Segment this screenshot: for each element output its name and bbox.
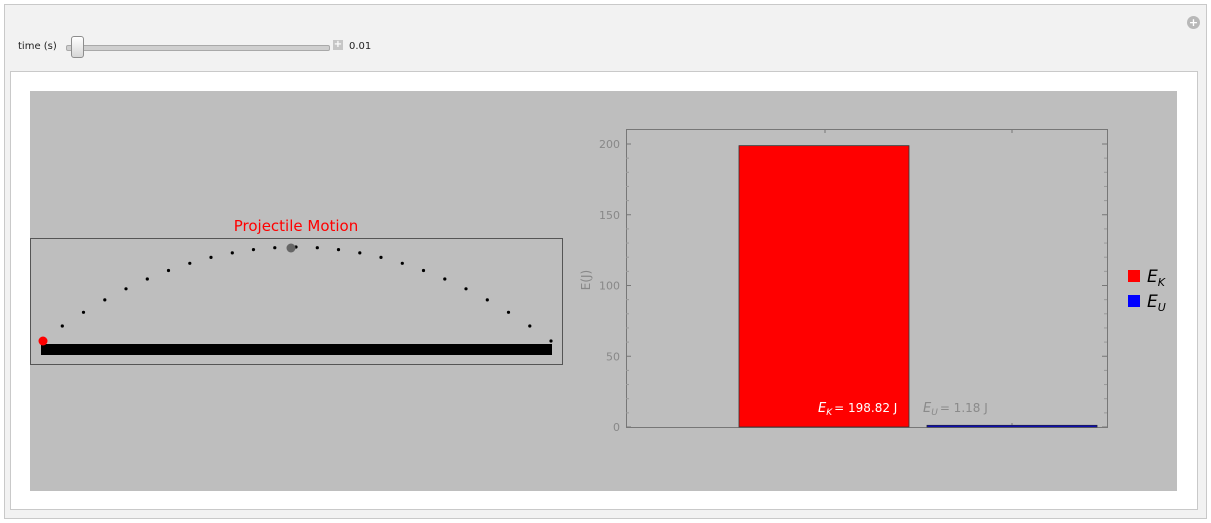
time-slider-value: 0.01: [349, 41, 372, 52]
trajectory-dot: [528, 324, 532, 328]
trajectory-dot: [251, 248, 256, 252]
legend-label: EU: [1147, 292, 1166, 314]
time-slider-thumb[interactable]: [71, 36, 85, 58]
trajectory-dot: [506, 310, 511, 314]
y-tick-label: 0: [613, 421, 620, 434]
y-axis-ticks: 0 50 100 150 200: [599, 129, 1107, 434]
chart-plot-frame: [626, 129, 1108, 428]
trajectory-dot: [421, 268, 426, 273]
trajectory-dot: [124, 287, 128, 291]
y-tick-label: 50: [606, 350, 620, 363]
y-axis-label: E(J): [579, 270, 593, 290]
trajectory-dot: [464, 287, 468, 291]
add-icon[interactable]: +: [1187, 16, 1200, 29]
output-panel: [30, 91, 1177, 491]
trajectory-dot: [549, 339, 553, 343]
trajectory-dot: [273, 246, 277, 250]
projectile-ball: [38, 336, 48, 346]
data-label: EU = 1.18 J: [923, 401, 988, 418]
trajectory-dot: [358, 251, 362, 255]
y-tick-label: 100: [599, 280, 620, 293]
chart-legend: EK EU: [1128, 267, 1166, 314]
trajectory-dot: [379, 255, 383, 259]
y-tick-label: 150: [599, 209, 620, 222]
energy-bar-chart: E(J) 0 50 100 150 200 EK = 198.82 J EU = 1.18 J: [579, 129, 1108, 434]
trajectory-dot: [209, 255, 213, 259]
trajectory-dot: [166, 268, 171, 273]
bar-e-u: [926, 424, 1098, 428]
projectile-title: Projectile Motion: [234, 217, 359, 235]
time-slider-label: time (s): [18, 41, 57, 52]
trajectory-dot: [400, 261, 404, 265]
data-label: EK = 198.82 J: [818, 401, 897, 418]
trajectory-dot: [315, 246, 319, 250]
y-tick-label: 200: [599, 138, 620, 151]
trajectory-dot: [230, 251, 234, 255]
legend-label: EK: [1147, 267, 1166, 289]
bars: [738, 145, 1098, 428]
trajectory-dot: [60, 324, 64, 328]
trajectory-dots: [39, 245, 553, 343]
ground-bar: [41, 344, 552, 355]
trajectory-dot: [81, 310, 86, 314]
trajectory-dot: [145, 277, 149, 281]
projectile-frame: [30, 238, 563, 365]
trajectory-dot: [485, 298, 489, 302]
time-slider-track[interactable]: [66, 45, 330, 51]
legend-swatch: [1128, 270, 1140, 282]
trajectory-dot: [103, 298, 107, 302]
legend-swatch: [1128, 295, 1140, 307]
bar-e-k: [738, 145, 910, 428]
trajectory-dot: [336, 248, 341, 252]
slider-expand-icon[interactable]: +: [333, 39, 343, 50]
data-labels: EK = 198.82 J EU = 1.18 J: [818, 401, 988, 418]
apex-marker: [286, 243, 296, 253]
trajectory-dot: [443, 277, 447, 281]
trajectory-dot: [188, 261, 192, 265]
